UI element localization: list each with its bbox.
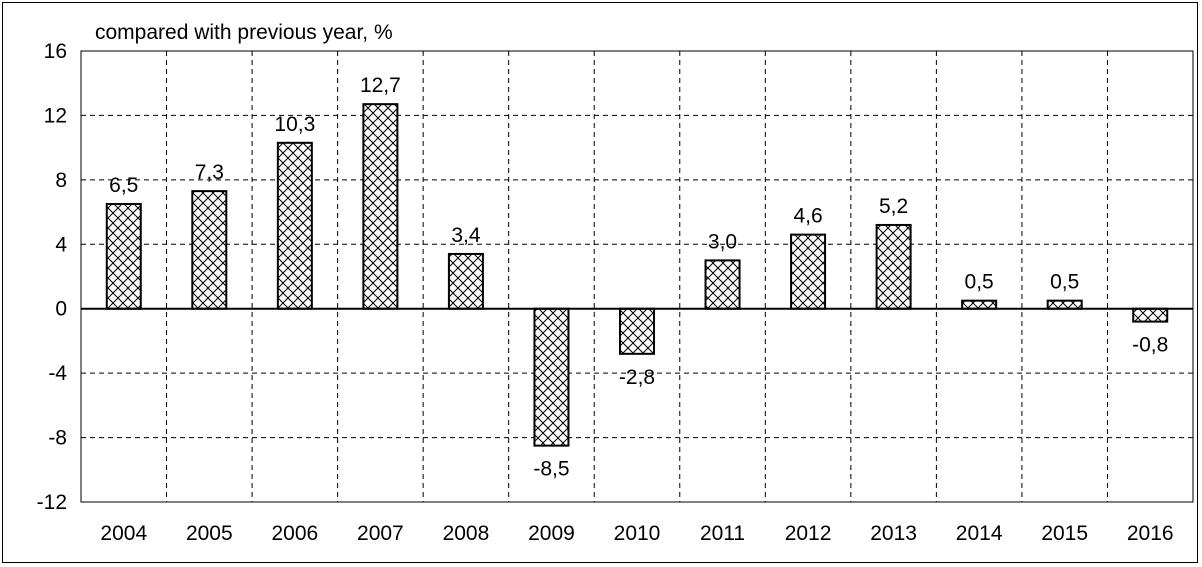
y-tick-label: 0 [55, 298, 67, 321]
x-tick-label: 2013 [870, 522, 917, 545]
x-tick-label: 2004 [100, 522, 147, 545]
y-tick-label: 4 [55, 233, 67, 256]
bar [447, 252, 484, 310]
bar [105, 203, 142, 310]
data-label: 3,0 [708, 230, 737, 253]
labels: 16 12 8 4 0 -4 -8 -12 6,5 2004 7,3 2005 10,3 2006 12,7… [37, 40, 1174, 545]
y-tick-label: 8 [55, 169, 67, 192]
data-label: 4,6 [793, 205, 822, 228]
data-label: -0,8 [1132, 334, 1168, 357]
data-label: 7,3 [195, 161, 224, 184]
y-tick-label: 12 [44, 104, 67, 127]
data-label: 12,7 [360, 74, 401, 97]
bar [533, 307, 570, 447]
x-tick-label: 2006 [271, 522, 318, 545]
x-tick-label: 2011 [700, 522, 745, 545]
x-tick-label: 2005 [186, 522, 233, 545]
gridlines [81, 51, 1193, 502]
plot-area [80, 50, 1194, 503]
bar [191, 190, 228, 310]
data-label: 6,5 [109, 174, 138, 197]
x-tick-label: 2010 [614, 522, 661, 545]
y-tick-label: 16 [44, 40, 67, 63]
bar [704, 259, 741, 310]
bar [362, 103, 399, 310]
y-tick-label: -12 [37, 491, 67, 514]
bars [105, 103, 1169, 447]
data-label: 3,4 [451, 224, 481, 247]
bar [1132, 307, 1169, 323]
data-label: -8,5 [533, 458, 569, 481]
data-label: 10,3 [274, 113, 315, 136]
bar [961, 299, 998, 310]
bar [1046, 299, 1083, 310]
x-tick-label: 2007 [357, 522, 404, 545]
x-tick-label: 2008 [443, 522, 490, 545]
unit-label: compared with previous year, % [95, 21, 393, 44]
x-tick-label: 2009 [528, 522, 575, 545]
data-label: -2,8 [619, 366, 655, 389]
bar [875, 223, 912, 310]
data-label: 0,5 [965, 271, 994, 294]
axes [80, 50, 1194, 503]
x-tick-label: 2012 [785, 522, 832, 545]
x-tick-label: 2016 [1127, 522, 1174, 545]
bar [619, 307, 655, 355]
bar [276, 141, 313, 310]
x-tick-label: 2014 [956, 522, 1003, 545]
bar-chart: 16 12 8 4 0 -4 -8 -12 6,5 2004 7,3 2005 10,3 2006 12,7… [37, 40, 1194, 545]
data-label: 5,2 [879, 195, 908, 218]
data-label: 0,5 [1050, 271, 1079, 294]
x-tick-label: 2015 [1041, 522, 1088, 545]
y-tick-label: -4 [48, 362, 67, 385]
bar [790, 233, 827, 310]
y-tick-label: -8 [48, 427, 67, 450]
